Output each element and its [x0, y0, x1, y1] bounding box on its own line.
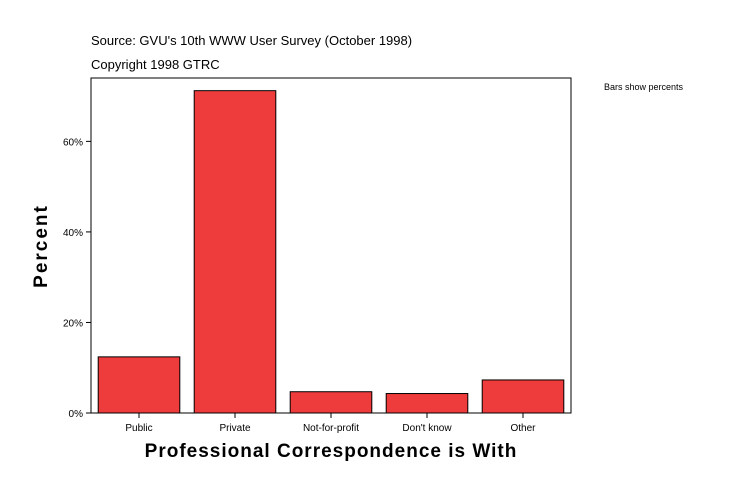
bar-private: [193, 90, 277, 414]
y-tick-label: 20%: [63, 318, 83, 329]
x-tick-label: Other: [510, 423, 536, 434]
y-tick-label: 0%: [69, 409, 84, 420]
y-tick-label: 60%: [63, 137, 83, 148]
y-axis: 0% 20% 40% 60%: [63, 137, 91, 420]
bar-public: [97, 356, 181, 414]
bar-not-for-profit: [289, 391, 373, 414]
bar-don-t-know: [385, 393, 469, 414]
bars-group: [97, 90, 565, 414]
bar-other: [481, 379, 565, 414]
y-axis-title: Percent: [31, 204, 52, 288]
chart-note: Bars show percents: [604, 82, 684, 92]
x-tick-label: Don't know: [402, 423, 452, 434]
x-tick-label: Private: [219, 423, 251, 434]
x-axis-title: Professional Correspondence is With: [145, 441, 518, 462]
x-tick-label: Public: [125, 423, 152, 434]
chart-copyright: Copyright 1998 GTRC: [91, 57, 220, 72]
x-tick-label: Not-for-profit: [303, 423, 359, 434]
y-tick-label: 40%: [63, 228, 83, 239]
chart-source: Source: GVU's 10th WWW User Survey (Octo…: [91, 33, 413, 48]
x-axis: Public Private Not-for-profit Don't know Oth…: [125, 413, 536, 434]
